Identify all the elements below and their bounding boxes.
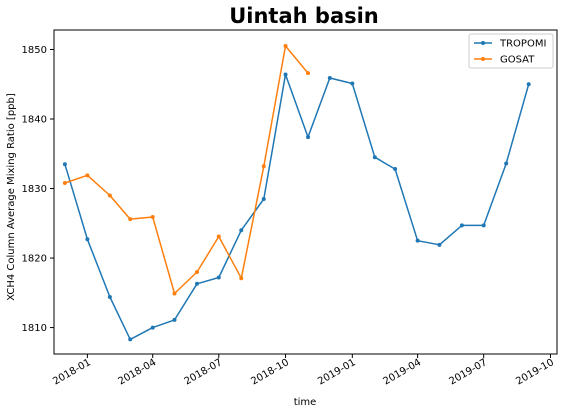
- data-point: [62, 180, 67, 185]
- x-tick-label: 2019-10: [514, 357, 556, 387]
- x-tick-label: 2019-07: [447, 357, 489, 387]
- data-point: [372, 155, 377, 160]
- data-point: [283, 43, 288, 48]
- data-point: [415, 238, 420, 243]
- legend-marker: [481, 57, 485, 61]
- data-point: [306, 71, 311, 76]
- data-point: [216, 234, 221, 239]
- data-point: [128, 337, 133, 342]
- data-point: [239, 276, 244, 281]
- x-tick-label: 2018-07: [183, 357, 225, 387]
- legend-marker: [481, 41, 485, 45]
- legend-entry: GOSAT: [500, 55, 535, 66]
- data-point: [150, 325, 155, 330]
- data-point: [172, 291, 177, 296]
- y-tick-label: 1810: [22, 323, 47, 334]
- y-axis: 1810 1820 1830 1840 1850: [22, 45, 54, 334]
- data-point: [150, 215, 155, 220]
- plot-area: [62, 43, 531, 342]
- plot-frame: [53, 29, 558, 355]
- x-tick-label: 2018-10: [249, 357, 291, 387]
- y-axis-label: XCH4 Column Average Mixing Ratio [ppb]: [6, 93, 17, 301]
- data-point: [85, 173, 90, 178]
- data-point: [85, 237, 90, 242]
- chart-title: Uintah basin: [229, 4, 379, 28]
- x-tick-label: 2019-04: [381, 357, 423, 387]
- data-point: [261, 196, 266, 201]
- legend-entry: TROPOMI: [499, 39, 546, 50]
- series-line: [64, 45, 309, 295]
- x-tick-label: 2019-01: [316, 357, 358, 387]
- series-tropomi: [62, 72, 531, 342]
- y-tick-label: 1850: [22, 45, 47, 56]
- data-point: [107, 294, 112, 299]
- data-point: [216, 275, 221, 280]
- series-line: [64, 73, 530, 341]
- series-gosat: [62, 43, 311, 296]
- data-point: [393, 167, 398, 172]
- legend: TROPOMI GOSAT: [468, 33, 554, 69]
- y-tick-label: 1840: [22, 114, 47, 125]
- data-point: [107, 193, 112, 198]
- x-axis: 2018-01 2018-04 2018-07 2018-10 2019-01 2019-…: [51, 354, 556, 387]
- data-point: [459, 223, 464, 228]
- data-point: [526, 82, 531, 87]
- x-tick-label: 2018-01: [51, 357, 93, 387]
- data-point: [172, 317, 177, 322]
- data-point: [327, 75, 332, 80]
- data-point: [481, 223, 486, 228]
- y-tick-label: 1830: [22, 184, 47, 195]
- x-axis-label: time: [294, 397, 317, 408]
- data-point: [350, 81, 355, 86]
- data-point: [194, 269, 199, 274]
- data-point: [261, 164, 266, 169]
- data-point: [128, 217, 133, 222]
- data-point: [504, 161, 509, 166]
- data-point: [437, 242, 442, 247]
- data-point: [306, 135, 311, 140]
- data-point: [62, 162, 67, 167]
- data-point: [239, 228, 244, 233]
- data-point: [194, 281, 199, 286]
- x-tick-label: 2018-04: [117, 357, 159, 387]
- data-point: [283, 72, 288, 77]
- y-tick-label: 1820: [22, 254, 47, 265]
